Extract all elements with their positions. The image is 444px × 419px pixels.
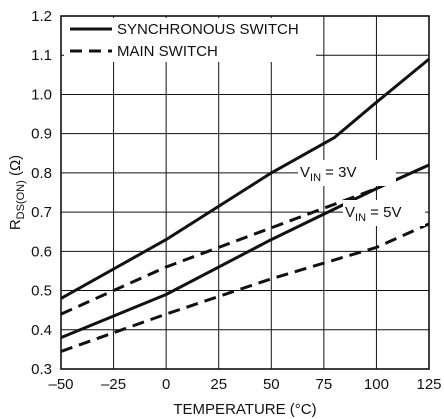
x-tick-label: –50 — [48, 376, 73, 393]
y-tick-label: 0.8 — [31, 165, 52, 182]
annotation-background — [343, 200, 425, 226]
y-tick-label: 1.2 — [31, 8, 52, 25]
legend: SYNCHRONOUS SWITCH MAIN SWITCH — [64, 18, 316, 62]
annotation-background — [298, 160, 396, 186]
vin-annotation: VIN = 3V — [300, 164, 356, 184]
y-tick-label: 1.0 — [31, 86, 52, 103]
vin-annotation: VIN = 5V — [345, 204, 401, 224]
x-tick-label: 75 — [316, 376, 333, 393]
x-tick-label: 125 — [416, 376, 441, 393]
main-switch-line — [60, 163, 430, 316]
main-switch-line — [60, 222, 430, 353]
legend-background — [64, 18, 316, 62]
y-tick-label: 0.4 — [31, 322, 52, 339]
y-tick-label: 0.7 — [31, 204, 52, 221]
legend-label: MAIN SWITCH — [117, 43, 218, 60]
y-tick-label: 0.3 — [31, 361, 52, 378]
x-tick-label: –25 — [101, 376, 126, 393]
plot-frame — [60, 15, 430, 370]
y-tick-label: 1.1 — [31, 47, 52, 64]
x-tick-label: 50 — [263, 376, 280, 393]
y-tick-label: 0.9 — [31, 126, 52, 143]
legend-label: SYNCHRONOUS SWITCH — [117, 21, 299, 38]
y-tick-label: 0.6 — [31, 243, 52, 260]
x-tick-label: 0 — [162, 376, 170, 393]
y-axis-title: RDS(ON) (Ω) — [7, 155, 27, 230]
x-axis-title: TEMPERATURE (°C) — [173, 401, 316, 418]
synchronous-switch-line — [60, 57, 430, 300]
x-tick-label: 100 — [364, 376, 389, 393]
y-tick-label: 0.5 — [31, 283, 52, 300]
tick-labels: –50 –25 0 25 50 75 100 125 0.3 0.4 0.5 0.6 0.7 0.8 0.9… — [31, 8, 441, 393]
annotations: VIN = 3V VIN = 5V — [298, 160, 425, 226]
x-tick-label: 25 — [210, 376, 227, 393]
